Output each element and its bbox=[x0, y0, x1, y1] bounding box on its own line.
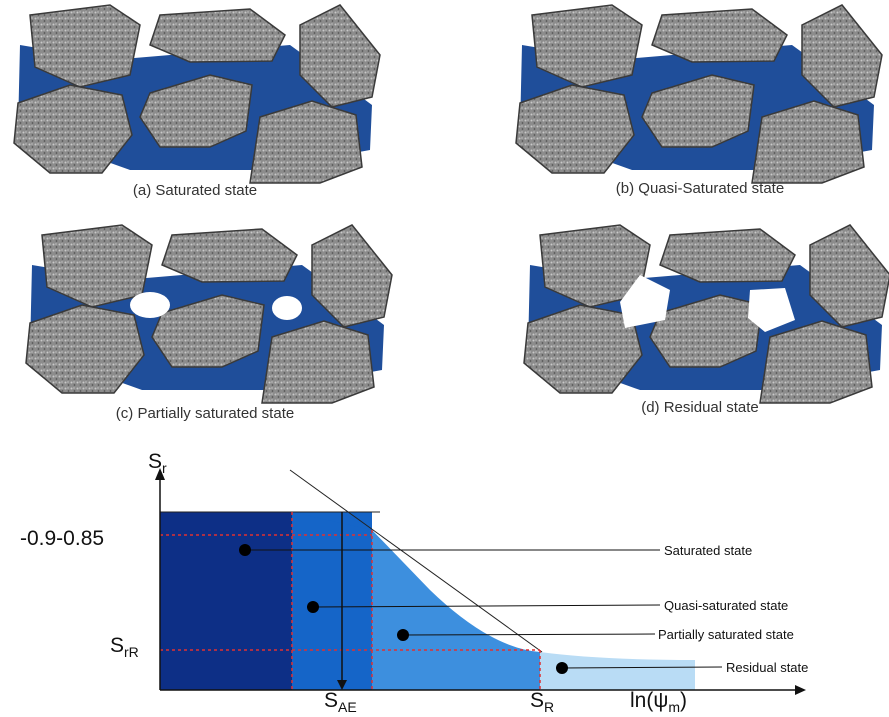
level-label: -0.9-0.85 bbox=[20, 527, 104, 550]
x-axis-label: ln(ψm) bbox=[630, 689, 687, 715]
figure: (a) Saturated state (b) Quasi-Saturated … bbox=[0, 0, 889, 717]
panel-c: (c) Partially saturated state bbox=[26, 225, 392, 422]
air-bubble bbox=[272, 296, 302, 320]
text-part: ln(ψ bbox=[630, 689, 668, 712]
partial-zone bbox=[372, 530, 540, 690]
quasi-zone bbox=[292, 512, 372, 690]
annotation: Residual state bbox=[726, 660, 808, 675]
air-bubble bbox=[130, 292, 170, 318]
text-part: S bbox=[324, 689, 338, 712]
panel-b: (b) Quasi-Saturated state bbox=[516, 5, 882, 197]
caption: (b) Quasi-Saturated state bbox=[616, 180, 784, 197]
text-part: S bbox=[110, 634, 124, 657]
y-axis-label: Sr bbox=[148, 450, 167, 476]
annotation: Partially saturated state bbox=[658, 627, 794, 642]
text-part: r bbox=[162, 460, 167, 476]
text-part: S bbox=[148, 450, 162, 473]
caption: (a) Saturated state bbox=[133, 182, 257, 199]
annotation: Quasi-saturated state bbox=[664, 598, 788, 613]
text-part: R bbox=[544, 699, 554, 715]
saturated-zone bbox=[160, 512, 292, 690]
x-label: SR bbox=[530, 689, 554, 715]
panel-a: (a) Saturated state bbox=[14, 5, 380, 199]
text-part: S bbox=[530, 689, 544, 712]
retention-curve: Saturated state Quasi-saturated state Pa… bbox=[20, 450, 808, 715]
level-label: SrR bbox=[110, 634, 139, 660]
caption: (d) Residual state bbox=[641, 399, 759, 416]
x-label: SAE bbox=[324, 689, 357, 715]
text-part: m bbox=[668, 699, 680, 715]
caption: (c) Partially saturated state bbox=[116, 405, 294, 422]
text-part: AE bbox=[338, 699, 357, 715]
panel-d: (d) Residual state bbox=[524, 225, 889, 416]
annotation: Saturated state bbox=[664, 543, 752, 558]
text-part: ) bbox=[680, 689, 687, 712]
text-part: rR bbox=[124, 644, 139, 660]
